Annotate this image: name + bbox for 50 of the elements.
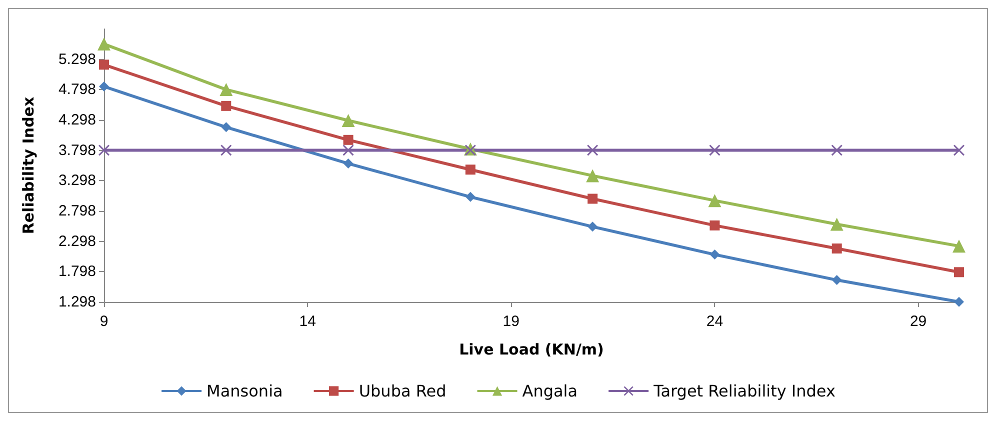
y-tick-label: 2.798 bbox=[58, 202, 96, 220]
point bbox=[832, 275, 842, 286]
point bbox=[954, 296, 964, 307]
point bbox=[98, 38, 110, 51]
point bbox=[465, 164, 476, 175]
point bbox=[709, 144, 720, 156]
point bbox=[220, 144, 232, 156]
point bbox=[221, 122, 232, 132]
legend-label: Ububa Red bbox=[358, 382, 446, 400]
point bbox=[587, 144, 598, 156]
point bbox=[710, 220, 720, 230]
point bbox=[343, 158, 354, 169]
legend-label: Mansonia bbox=[206, 382, 283, 400]
point bbox=[832, 243, 842, 254]
x-tick-label: 14 bbox=[299, 313, 316, 330]
point bbox=[954, 267, 964, 278]
point bbox=[342, 144, 354, 156]
point bbox=[343, 134, 354, 145]
y-tick-label: 3.798 bbox=[58, 142, 96, 159]
point bbox=[342, 114, 355, 127]
point bbox=[99, 82, 109, 92]
x-tick-label: 9 bbox=[100, 313, 108, 330]
x-tick-label: 29 bbox=[910, 313, 927, 330]
point bbox=[98, 144, 110, 156]
y-tick-label: 4.298 bbox=[58, 112, 96, 128]
y-axis-title: Reliability Index bbox=[20, 96, 38, 234]
legend-label: Angala bbox=[522, 382, 578, 400]
point bbox=[465, 192, 476, 202]
y-tick-label: 3.298 bbox=[58, 172, 96, 190]
point bbox=[710, 250, 720, 260]
y-tick-label: 1.298 bbox=[58, 294, 96, 310]
point bbox=[708, 194, 722, 208]
point bbox=[831, 144, 842, 156]
x-tick-label: 24 bbox=[706, 313, 724, 330]
y-tick-label: 5.298 bbox=[58, 50, 96, 68]
point bbox=[588, 194, 598, 204]
point bbox=[220, 83, 233, 96]
point bbox=[830, 218, 844, 231]
x-tick-label: 19 bbox=[502, 313, 520, 330]
y-tick-label: 1.798 bbox=[58, 263, 96, 280]
x-axis-title: Live Load (KN/m) bbox=[459, 340, 604, 358]
y-tick-label: 2.298 bbox=[58, 232, 96, 250]
point bbox=[954, 144, 964, 156]
point bbox=[952, 240, 966, 253]
y-tick-label: 4.798 bbox=[58, 81, 96, 98]
point bbox=[99, 60, 109, 70]
point bbox=[586, 169, 600, 182]
legend-label: Target Reliability Index bbox=[652, 382, 836, 400]
point bbox=[588, 222, 598, 232]
point bbox=[221, 100, 232, 111]
